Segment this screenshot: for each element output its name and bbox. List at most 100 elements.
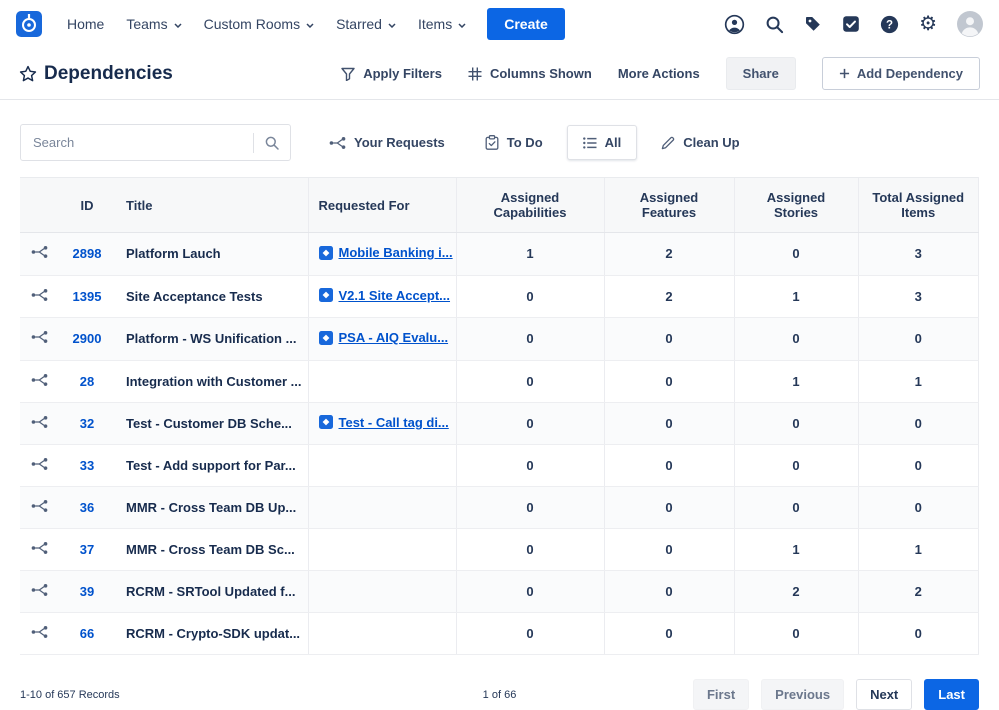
more-actions-button[interactable]: More Actions bbox=[618, 66, 700, 81]
page-header: Dependencies Apply Filters Columns Shown… bbox=[0, 48, 999, 100]
dependency-title: MMR - Cross Team DB Up... bbox=[126, 500, 296, 515]
dependency-id-link[interactable]: 2900 bbox=[73, 331, 102, 346]
profile-circle-icon[interactable] bbox=[724, 14, 745, 35]
dependency-icon[interactable] bbox=[31, 373, 48, 387]
assigned-capabilities-value: 0 bbox=[456, 318, 604, 361]
column-header-title[interactable]: Title bbox=[116, 178, 308, 233]
filter-your-requests[interactable]: Your Requests bbox=[313, 125, 461, 160]
dependency-id-link[interactable]: 1395 bbox=[73, 289, 102, 304]
help-icon[interactable]: ? bbox=[880, 15, 899, 34]
add-dependency-button[interactable]: Add Dependency bbox=[822, 57, 980, 90]
apply-filters-button[interactable]: Apply Filters bbox=[341, 66, 442, 81]
first-page-button[interactable]: First bbox=[693, 679, 749, 710]
dependency-icon[interactable] bbox=[31, 288, 48, 302]
total-assigned-items-value: 3 bbox=[858, 233, 979, 276]
assigned-capabilities-value: 0 bbox=[456, 402, 604, 445]
assigned-features-value: 0 bbox=[604, 613, 734, 655]
star-icon[interactable] bbox=[19, 65, 37, 83]
filter-clean-up[interactable]: Clean Up bbox=[645, 125, 755, 160]
dependency-id-link[interactable]: 2898 bbox=[73, 246, 102, 261]
nav-item-teams[interactable]: Teams bbox=[115, 10, 192, 38]
dependency-title: Site Acceptance Tests bbox=[126, 289, 263, 304]
dependency-id-link[interactable]: 66 bbox=[80, 626, 94, 641]
table-row[interactable]: 37 MMR - Cross Team DB Sc... 0 0 1 1 bbox=[20, 529, 979, 571]
assigned-capabilities-value: 0 bbox=[456, 571, 604, 613]
search-input[interactable] bbox=[21, 135, 253, 150]
create-button[interactable]: Create bbox=[487, 8, 565, 40]
dependency-icon[interactable] bbox=[31, 583, 48, 597]
requested-for-link[interactable]: PSA - AIQ Evalu... bbox=[319, 330, 449, 345]
table-row[interactable]: 28 Integration with Customer ... 0 0 1 1 bbox=[20, 360, 979, 402]
nav-item-custom-rooms[interactable]: Custom Rooms bbox=[193, 10, 325, 38]
pencil-icon bbox=[661, 136, 675, 150]
dependency-icon[interactable] bbox=[31, 330, 48, 344]
next-page-button[interactable]: Next bbox=[856, 679, 912, 710]
dependency-icon bbox=[329, 136, 346, 150]
table-row[interactable]: 36 MMR - Cross Team DB Up... 0 0 0 0 bbox=[20, 487, 979, 529]
table-row[interactable]: 66 RCRM - Crypto-SDK updat... 0 0 0 0 bbox=[20, 613, 979, 655]
table-row[interactable]: 1395 Site Acceptance Tests V2.1 Site Acc… bbox=[20, 275, 979, 318]
assigned-capabilities-value: 0 bbox=[456, 529, 604, 571]
column-header-assigned-stories[interactable]: Assigned Stories bbox=[734, 178, 858, 233]
requested-for-link[interactable]: Test - Call tag di... bbox=[319, 415, 449, 430]
todo-clipboard-icon bbox=[485, 135, 499, 150]
table-row[interactable]: 39 RCRM - SRTool Updated f... 0 0 2 2 bbox=[20, 571, 979, 613]
dependency-id-link[interactable]: 28 bbox=[80, 374, 94, 389]
filter-to-do[interactable]: To Do bbox=[469, 125, 559, 160]
table-row[interactable]: 32 Test - Customer DB Sche... Test - Cal… bbox=[20, 402, 979, 445]
table-row[interactable]: 33 Test - Add support for Par... 0 0 0 0 bbox=[20, 445, 979, 487]
avatar[interactable] bbox=[957, 11, 983, 37]
column-header-assigned-features[interactable]: Assigned Features bbox=[604, 178, 734, 233]
filter-all[interactable]: All bbox=[567, 125, 638, 160]
app-logo-icon[interactable] bbox=[16, 11, 42, 37]
column-header-requested-for[interactable]: Requested For bbox=[308, 178, 456, 233]
table-row[interactable]: 2900 Platform - WS Unification ... PSA -… bbox=[20, 318, 979, 361]
dependency-id-link[interactable]: 32 bbox=[80, 416, 94, 431]
column-header-assigned-capabilities[interactable]: Assigned Capabilities bbox=[456, 178, 604, 233]
assigned-capabilities-value: 0 bbox=[456, 487, 604, 529]
dependency-id-link[interactable]: 37 bbox=[80, 542, 94, 557]
search-icon[interactable] bbox=[765, 15, 784, 34]
dependency-icon[interactable] bbox=[31, 457, 48, 471]
dependency-icon[interactable] bbox=[31, 541, 48, 555]
assigned-capabilities-value: 0 bbox=[456, 275, 604, 318]
checkbox-icon[interactable] bbox=[842, 15, 860, 33]
requested-for-link[interactable]: V2.1 Site Accept... bbox=[319, 288, 451, 303]
table-row[interactable]: 2898 Platform Lauch Mobile Banking i... … bbox=[20, 233, 979, 276]
dependency-icon[interactable] bbox=[31, 415, 48, 429]
assigned-features-value: 0 bbox=[604, 402, 734, 445]
total-assigned-items-value: 0 bbox=[858, 402, 979, 445]
tag-icon[interactable] bbox=[804, 15, 822, 33]
nav-item-home[interactable]: Home bbox=[56, 10, 115, 38]
dependency-id-link[interactable]: 39 bbox=[80, 584, 94, 599]
dependency-title: Integration with Customer ... bbox=[126, 374, 302, 389]
table-header-row: ID Title Requested For Assigned Capabili… bbox=[20, 178, 979, 233]
dependency-title: RCRM - Crypto-SDK updat... bbox=[126, 626, 300, 641]
last-page-button[interactable]: Last bbox=[924, 679, 979, 710]
dependency-id-link[interactable]: 36 bbox=[80, 500, 94, 515]
nav-item-starred[interactable]: Starred bbox=[325, 10, 407, 38]
dependency-icon[interactable] bbox=[31, 499, 48, 513]
dependency-title: Test - Customer DB Sche... bbox=[126, 416, 292, 431]
columns-grid-icon bbox=[468, 67, 482, 81]
dependency-icon[interactable] bbox=[31, 245, 48, 259]
column-header-id[interactable]: ID bbox=[58, 178, 116, 233]
total-assigned-items-value: 0 bbox=[858, 613, 979, 655]
assigned-capabilities-value: 0 bbox=[456, 360, 604, 402]
nav-item-items[interactable]: Items bbox=[407, 10, 477, 38]
gear-icon[interactable]: ⚙ bbox=[919, 14, 937, 34]
share-button[interactable]: Share bbox=[726, 57, 796, 90]
column-header-total-assigned-items[interactable]: Total Assigned Items bbox=[858, 178, 979, 233]
nav-menu: Home Teams Custom Rooms Starred Items bbox=[56, 10, 477, 38]
svg-text:?: ? bbox=[886, 19, 893, 31]
requested-for-text: Test - Call tag di... bbox=[339, 415, 449, 430]
assigned-features-value: 2 bbox=[604, 233, 734, 276]
assigned-features-value: 0 bbox=[604, 360, 734, 402]
requested-for-link[interactable]: Mobile Banking i... bbox=[319, 245, 453, 260]
item-type-icon bbox=[319, 288, 333, 302]
previous-page-button[interactable]: Previous bbox=[761, 679, 844, 710]
search-icon[interactable] bbox=[254, 135, 290, 151]
dependency-id-link[interactable]: 33 bbox=[80, 458, 94, 473]
dependency-icon[interactable] bbox=[31, 625, 48, 639]
columns-shown-button[interactable]: Columns Shown bbox=[468, 66, 592, 81]
